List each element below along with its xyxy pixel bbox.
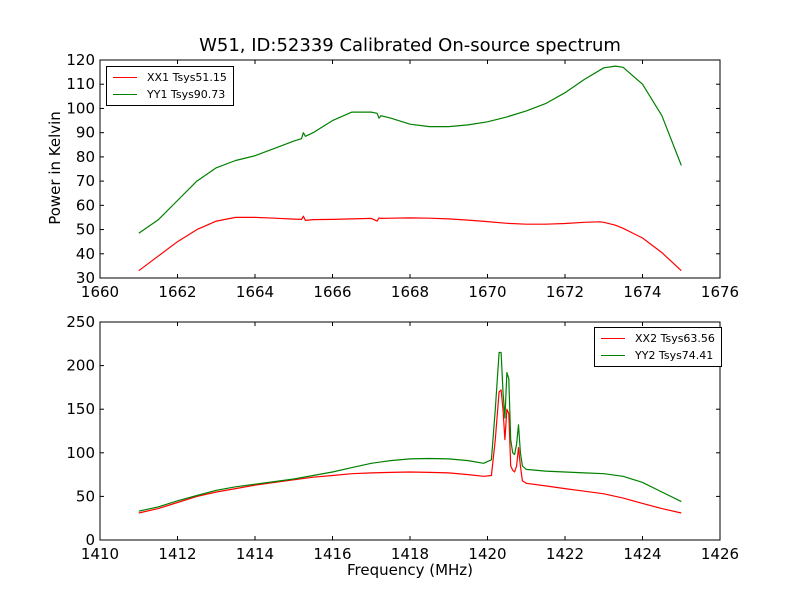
- bottom-y-tick-label: 0: [85, 531, 95, 549]
- top-x-tick-label: 1670: [468, 283, 506, 301]
- bottom-x-tick-label: 1416: [313, 545, 351, 563]
- bottom-y-tick-label: 50: [76, 487, 95, 505]
- legend-swatch-yy2: [601, 355, 625, 356]
- top-y-tick-label: 30: [76, 269, 95, 287]
- bottom-y-tick-label: 100: [66, 444, 95, 462]
- bottom-series-line-yy: [138, 351, 682, 512]
- top-x-tick-label: 1668: [391, 283, 429, 301]
- top-spectrum-plot: 1660 1662 1664 1666 1668 1670 1672 1674 1676 30 40…: [66, 51, 739, 301]
- legend-item-xx1: XX1 Tsys51.15: [113, 69, 227, 86]
- bottom-legend: XX2 Tsys63.56 YY2 Tsys74.41: [594, 327, 722, 367]
- bottom-y-tick-label: 250: [66, 313, 95, 331]
- x-axis-label: Frequency (MHz): [346, 561, 474, 579]
- bottom-x-tick-label: 1420: [468, 545, 506, 563]
- legend-swatch-yy1: [113, 94, 137, 95]
- top-y-tick-label: 100: [66, 99, 95, 117]
- top-y-tick-label: 110: [66, 75, 95, 93]
- top-legend: XX1 Tsys51.15 YY1 Tsys90.73: [106, 66, 234, 106]
- legend-label-xx1: XX1 Tsys51.15: [147, 71, 227, 84]
- legend-item-yy2: YY2 Tsys74.41: [601, 347, 715, 364]
- bottom-y-tick-label: 200: [66, 357, 95, 375]
- top-y-tick-label: 80: [76, 148, 95, 166]
- chart-title: W51, ID:52339 Calibrated On-source spect…: [199, 35, 621, 56]
- top-x-tick-label: 1674: [623, 283, 661, 301]
- legend-label-yy1: YY1 Tsys90.73: [147, 88, 226, 101]
- top-x-tick-label: 1662: [158, 283, 196, 301]
- legend-label-xx2: XX2 Tsys63.56: [635, 332, 715, 345]
- bottom-x-tick-label: 1410: [81, 545, 119, 563]
- y-axis-label: Power in Kelvin: [46, 111, 64, 225]
- top-y-tick-label: 60: [76, 196, 95, 214]
- bottom-spectrum-plot: 1410 1412 1414 1416 1418 1420 1422 1424 1426 0 50 1…: [66, 313, 739, 563]
- top-x-tick-label: 1660: [81, 283, 119, 301]
- top-y-tick-label: 50: [76, 221, 95, 239]
- bottom-x-tick-label: 1422: [546, 545, 584, 563]
- legend-swatch-xx1: [113, 77, 137, 78]
- bottom-x-tick-label: 1424: [623, 545, 661, 563]
- top-x-tick-label: 1666: [313, 283, 351, 301]
- bottom-x-tick-label: 1418: [391, 545, 429, 563]
- legend-item-xx2: XX2 Tsys63.56: [601, 330, 715, 347]
- legend-label-yy2: YY2 Tsys74.41: [635, 349, 714, 362]
- legend-item-yy1: YY1 Tsys90.73: [113, 86, 227, 103]
- legend-swatch-xx2: [601, 338, 625, 339]
- top-y-tick-label: 40: [76, 245, 95, 263]
- top-x-tick-label: 1676: [701, 283, 739, 301]
- top-x-tick-label: 1672: [546, 283, 584, 301]
- top-y-tick-label: 120: [66, 51, 95, 69]
- top-series-line-xx: [138, 215, 682, 272]
- top-y-tick-label: 90: [76, 124, 95, 142]
- bottom-series-line-xx: [138, 389, 682, 514]
- bottom-x-tick-label: 1426: [701, 545, 739, 563]
- top-series-line-yy: [138, 65, 682, 234]
- top-x-tick-label: 1664: [236, 283, 274, 301]
- bottom-x-tick-label: 1412: [158, 545, 196, 563]
- bottom-x-tick-label: 1414: [236, 545, 274, 563]
- top-y-tick-label: 70: [76, 172, 95, 190]
- bottom-y-tick-label: 150: [66, 400, 95, 418]
